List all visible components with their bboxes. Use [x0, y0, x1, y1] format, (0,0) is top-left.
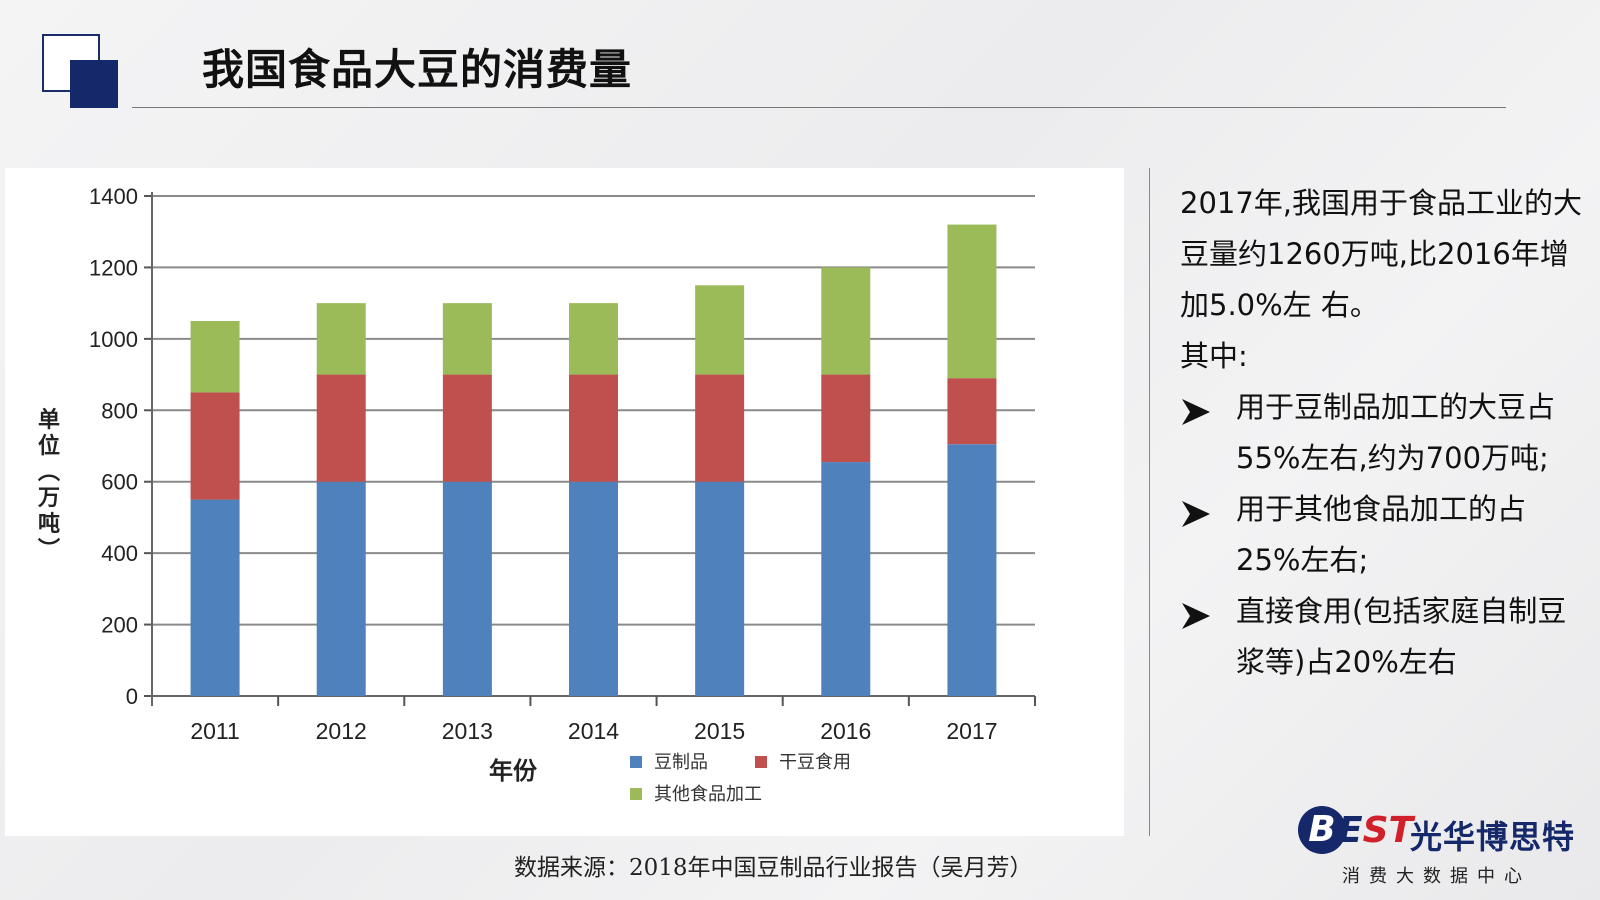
legend-label: 豆制品	[654, 752, 708, 773]
bar-segment	[695, 285, 745, 375]
summary-bullet: 用于豆制品加工的大豆占55%左右,约为700万吨;	[1180, 382, 1590, 484]
brand-logo: B EST 光华博思特 消费大数据中心	[1298, 804, 1588, 894]
x-tick-label: 2012	[316, 718, 367, 744]
bar-segment	[569, 303, 618, 375]
bar-segment	[947, 224, 997, 379]
vertical-divider	[1149, 168, 1150, 836]
bar-segment	[442, 303, 492, 375]
arrow-bullet-icon	[1180, 382, 1236, 443]
legend-swatch	[630, 788, 642, 800]
title-rule	[132, 107, 1506, 108]
y-tick-label: 1200	[89, 255, 138, 280]
y-tick-label: 1000	[89, 327, 138, 352]
bar-segment	[821, 462, 871, 696]
x-tick-label: 2015	[694, 718, 745, 744]
bar-segment	[190, 499, 240, 696]
x-tick-label: 2017	[946, 718, 997, 744]
summary-panel: 2017年,我国用于食品工业的大豆量约1260万吨,比2016年增加5.0%左 …	[1180, 178, 1590, 688]
bar-segment	[190, 392, 240, 500]
brand-mark-letter: B	[1308, 809, 1336, 850]
bar-segment	[569, 481, 618, 696]
arrow-bullet-icon	[1180, 484, 1236, 545]
bar-segment	[947, 378, 997, 445]
bar-segment	[695, 374, 745, 482]
y-axis-label: 单位 ︵ 万吨 ︶	[37, 408, 60, 563]
bar-segment	[821, 267, 871, 375]
data-source-note: 数据来源：2018年中国豆制品行业报告（吴月芳）	[514, 855, 1033, 881]
bar-segment	[821, 374, 871, 463]
x-axis-title: 年份	[489, 757, 538, 785]
corner-logo-filled-square	[70, 60, 118, 108]
brand-mark-circle	[1298, 806, 1346, 854]
summary-bullet: 直接食用(包括家庭自制豆浆等)占20%左右	[1180, 586, 1590, 688]
bar-segment	[316, 303, 366, 375]
page-title: 我国食品大豆的消费量	[202, 45, 633, 94]
summary-bullet-text: 用于其他食品加工的占25%左右;	[1236, 492, 1527, 577]
summary-subhead: 其中:	[1180, 339, 1248, 373]
brand-subtitle: 消费大数据中心	[1342, 866, 1531, 887]
stacked-bar-chart: 0 200 400 600 800 1000 1200 1400 2011 2012 2013 201…	[89, 184, 1036, 805]
y-tick-label: 1400	[89, 184, 138, 209]
bar-segment	[695, 481, 745, 696]
summary-bullet-text: 直接食用(包括家庭自制豆浆等)占20%左右	[1236, 594, 1567, 679]
bar-segment	[569, 374, 618, 482]
y-tick-label: 600	[101, 470, 138, 495]
legend-swatch	[755, 756, 767, 768]
y-tick-label: 800	[101, 398, 138, 423]
corner-logo	[42, 34, 120, 110]
x-tick-label: 2013	[442, 718, 493, 744]
bar-segment	[316, 481, 366, 696]
legend-label: 其他食品加工	[654, 784, 762, 805]
legend-swatch	[630, 756, 642, 768]
arrow-bullet-icon	[1180, 586, 1236, 647]
y-tick-label: 400	[101, 541, 138, 566]
x-tick-label: 2014	[568, 718, 619, 744]
x-tick-label: 2016	[820, 718, 871, 744]
legend-label: 干豆食用	[779, 752, 851, 773]
chart-panel: 0 200 400 600 800 1000 1200 1400 2011 2012 2013 201…	[5, 168, 1124, 836]
summary-bullet-text: 用于豆制品加工的大豆占55%左右,约为700万吨;	[1236, 390, 1556, 475]
y-tick-label: 0	[126, 684, 138, 709]
brand-mark-rest: EST	[1338, 810, 1414, 851]
bar-segment	[947, 444, 997, 696]
bar-segment	[442, 481, 492, 696]
summary-bullet: 用于其他食品加工的占25%左右;	[1180, 484, 1590, 586]
brand-name: 光华博思特	[1410, 818, 1576, 856]
y-tick-label: 200	[101, 613, 138, 638]
bar-segment	[442, 374, 492, 482]
x-tick-label: 2011	[190, 718, 239, 744]
summary-intro: 2017年,我国用于食品工业的大豆量约1260万吨,比2016年增加5.0%左 …	[1180, 186, 1583, 322]
bar-segment	[190, 321, 240, 393]
bar-segment	[316, 374, 366, 482]
